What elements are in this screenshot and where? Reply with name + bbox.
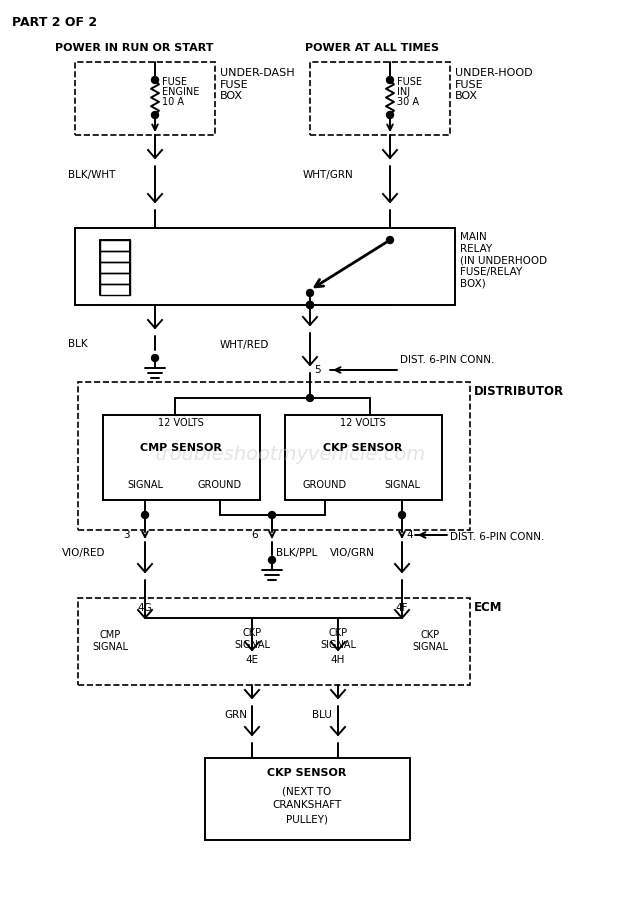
Circle shape (307, 302, 313, 309)
Text: 4H: 4H (331, 655, 345, 665)
Text: CRANKSHAFT: CRANKSHAFT (273, 800, 342, 810)
Bar (310, 62, 450, 135)
Circle shape (386, 112, 394, 119)
Text: BLK: BLK (68, 339, 88, 349)
Text: GRN: GRN (224, 710, 247, 720)
Text: DISTRIBUTOR: DISTRIBUTOR (474, 385, 564, 398)
Text: troubleshootmyvehicle.com: troubleshootmyvehicle.com (154, 446, 426, 464)
Text: VIO/RED: VIO/RED (62, 548, 106, 558)
Text: PART 2 OF 2: PART 2 OF 2 (12, 16, 97, 29)
Text: SIGNAL: SIGNAL (384, 480, 420, 490)
Bar (78, 598, 470, 685)
Text: 4: 4 (406, 530, 413, 540)
Text: WHT/RED: WHT/RED (220, 340, 269, 350)
Circle shape (307, 394, 313, 401)
Text: POWER IN RUN OR START: POWER IN RUN OR START (55, 43, 213, 53)
Bar (75, 62, 215, 135)
Bar (100, 251, 130, 262)
Text: FUSE: FUSE (397, 77, 422, 87)
Text: 4G: 4G (138, 603, 153, 613)
Text: 4E: 4E (245, 655, 258, 665)
Bar (285, 415, 442, 500)
Text: BLU: BLU (312, 710, 332, 720)
Text: 12 VOLTS: 12 VOLTS (158, 418, 204, 428)
Text: (NEXT TO: (NEXT TO (282, 786, 332, 796)
Text: CMP
SIGNAL: CMP SIGNAL (92, 630, 128, 652)
Text: DIST. 6-PIN CONN.: DIST. 6-PIN CONN. (400, 355, 494, 365)
Bar (100, 262, 130, 273)
Bar (100, 240, 130, 251)
Text: CKP
SIGNAL: CKP SIGNAL (234, 628, 270, 650)
Text: ECM: ECM (474, 601, 502, 614)
Text: PULLEY): PULLEY) (286, 814, 328, 824)
Text: BLK/PPL: BLK/PPL (276, 548, 318, 558)
Circle shape (268, 511, 276, 518)
Text: UNDER-HOOD
FUSE
BOX: UNDER-HOOD FUSE BOX (455, 68, 533, 101)
Circle shape (307, 290, 313, 296)
Text: UNDER-DASH
FUSE
BOX: UNDER-DASH FUSE BOX (220, 68, 295, 101)
Circle shape (386, 237, 394, 244)
Bar (103, 415, 260, 500)
Text: CKP SENSOR: CKP SENSOR (268, 768, 347, 778)
Text: MAIN
RELAY
(IN UNDERHOOD
FUSE/RELAY
BOX): MAIN RELAY (IN UNDERHOOD FUSE/RELAY BOX) (460, 232, 547, 288)
Text: GROUND: GROUND (303, 480, 347, 490)
Text: 30 A: 30 A (397, 97, 419, 107)
Bar (100, 273, 130, 284)
Text: 12 VOLTS: 12 VOLTS (340, 418, 386, 428)
Text: FUSE: FUSE (162, 77, 187, 87)
Text: 6: 6 (252, 530, 258, 540)
Text: CKP SENSOR: CKP SENSOR (323, 443, 403, 453)
Text: 10 A: 10 A (162, 97, 184, 107)
Circle shape (268, 556, 276, 563)
Text: CKP
SIGNAL: CKP SIGNAL (320, 628, 356, 650)
Circle shape (399, 511, 405, 518)
Text: CKP
SIGNAL: CKP SIGNAL (412, 630, 448, 652)
Text: INJ: INJ (397, 87, 410, 97)
Circle shape (386, 76, 394, 84)
Text: BLK/WHT: BLK/WHT (68, 170, 116, 180)
Text: DIST. 6-PIN CONN.: DIST. 6-PIN CONN. (450, 532, 544, 542)
Circle shape (151, 76, 158, 84)
Text: VIO/GRN: VIO/GRN (330, 548, 375, 558)
Text: 5: 5 (314, 365, 321, 375)
Text: ENGINE: ENGINE (162, 87, 200, 97)
Text: GROUND: GROUND (198, 480, 242, 490)
Bar (100, 284, 130, 295)
Circle shape (307, 302, 313, 309)
Text: SIGNAL: SIGNAL (127, 480, 163, 490)
Text: CMP SENSOR: CMP SENSOR (140, 443, 222, 453)
Circle shape (151, 112, 158, 119)
Circle shape (151, 355, 158, 362)
Text: 4F: 4F (396, 603, 408, 613)
Circle shape (142, 511, 148, 518)
Bar (75, 228, 455, 305)
Bar (205, 758, 410, 840)
Text: 3: 3 (124, 530, 130, 540)
Bar (78, 382, 470, 530)
Text: POWER AT ALL TIMES: POWER AT ALL TIMES (305, 43, 439, 53)
Text: WHT/GRN: WHT/GRN (303, 170, 353, 180)
